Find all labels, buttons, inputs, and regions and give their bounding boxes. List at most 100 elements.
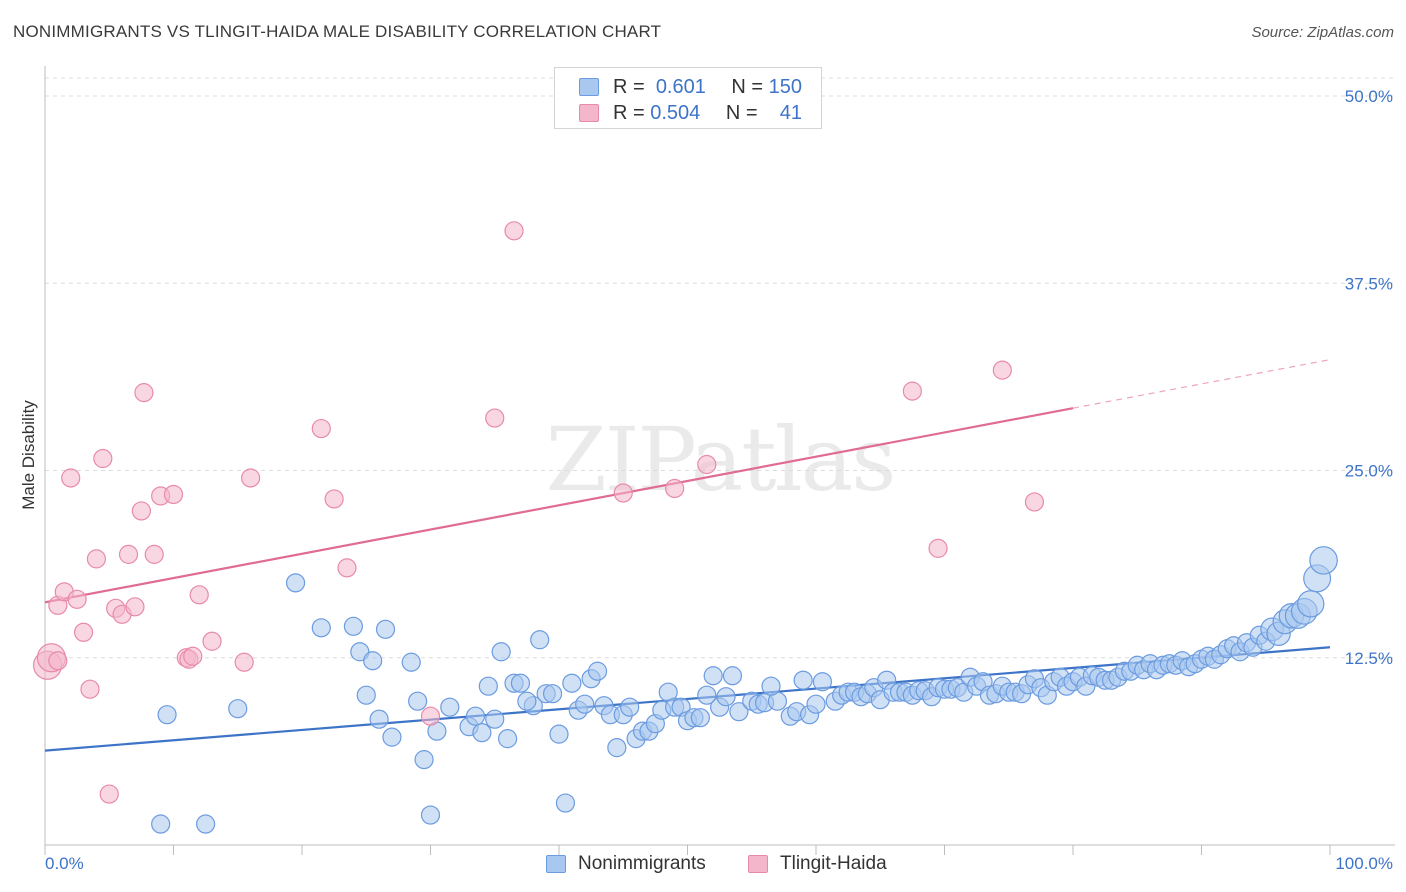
r-label: R = xyxy=(613,101,645,124)
tlingit-haida-point xyxy=(324,489,344,509)
nonimmigrants-point xyxy=(761,676,781,696)
nonimmigrants-point xyxy=(530,630,550,650)
nonimmigrants-point xyxy=(575,694,595,714)
blue-swatch xyxy=(579,78,599,96)
nonimmigrants-point xyxy=(356,685,376,705)
tlingit-haida-point xyxy=(61,468,81,488)
nonimmigrants-point xyxy=(401,652,421,672)
tlingit-haida-point xyxy=(202,631,222,651)
tlingit-haida-point xyxy=(144,544,164,564)
blue-swatch xyxy=(546,855,566,873)
legend-item-tlingit-haida: Tlingit-Haida xyxy=(748,851,887,877)
y-tick-label: 37.5% xyxy=(1345,274,1393,293)
nonimmigrants-point xyxy=(690,708,710,728)
pink-swatch xyxy=(748,855,768,873)
y-tick-label: 12.5% xyxy=(1345,649,1393,668)
tlingit-haida-point xyxy=(93,448,113,469)
x-tick-label: 100.0% xyxy=(1335,854,1393,873)
legend-label: Nonimmigrants xyxy=(578,853,706,874)
chart-title: NONIMMIGRANTS VS TLINGIT-HAIDA MALE DISA… xyxy=(13,22,662,41)
tlingit-haida-point xyxy=(420,706,441,726)
tick-labels: 12.5% 25.0% 37.5% 50.0% 0.0% 100.0% xyxy=(45,87,1393,873)
tlingit-haida-point xyxy=(485,408,505,428)
data-points xyxy=(32,221,1338,834)
r-value: 0.601 xyxy=(655,75,706,98)
nonimmigrants-point xyxy=(555,793,576,813)
nonimmigrants-point xyxy=(485,709,505,729)
watermark: ZIPatlas xyxy=(546,408,895,511)
tlingit-haida-point xyxy=(311,418,331,439)
x-tick-label: 0.0% xyxy=(45,854,84,873)
nonimmigrants-point xyxy=(285,573,306,593)
r-value: 0.504 xyxy=(650,101,701,124)
nonimmigrants-point xyxy=(510,673,531,693)
tlingit-haida-point xyxy=(337,558,357,578)
nonimmigrants-point xyxy=(703,666,723,686)
nonimmigrants-point xyxy=(157,705,177,725)
nonimmigrants-point xyxy=(369,709,389,729)
trend-line-0 xyxy=(44,646,1331,752)
axes xyxy=(44,66,1395,855)
nonimmigrants-point xyxy=(697,685,717,705)
legend-item-nonimmigrants: Nonimmigrants xyxy=(546,851,706,877)
tlingit-haida-point xyxy=(80,679,100,699)
tlingit-haida-point xyxy=(67,589,87,609)
tlingit-haida-point xyxy=(504,221,524,241)
nonimmigrants-point xyxy=(382,727,402,747)
nonimmigrants-point xyxy=(420,805,441,825)
y-tick-label: 50.0% xyxy=(1345,87,1393,106)
correlation-legend: R = 0.601 N = 150 R = 0.504 N = 41 xyxy=(554,67,822,129)
nonimmigrants-point xyxy=(363,651,383,671)
nonimmigrants-point xyxy=(151,814,171,834)
tlingit-haida-point xyxy=(928,538,948,558)
nonimmigrants-point xyxy=(375,619,396,639)
nonimmigrants-point xyxy=(517,691,537,711)
tlingit-haida-point xyxy=(992,360,1012,380)
nonimmigrants-point xyxy=(1297,590,1325,618)
n-value: 150 xyxy=(768,75,802,98)
nonimmigrants-point xyxy=(587,661,608,681)
tlingit-haida-point xyxy=(613,483,633,503)
nonimmigrants-point xyxy=(729,702,749,722)
nonimmigrants-point xyxy=(812,672,833,692)
nonimmigrants-point xyxy=(465,706,486,726)
tlingit-haida-point xyxy=(125,597,145,617)
nonimmigrants-point xyxy=(196,814,216,834)
tlingit-haida-point xyxy=(241,468,261,488)
y-tick-label: 25.0% xyxy=(1345,462,1393,481)
r-label: R = xyxy=(613,75,645,98)
nonimmigrants-point xyxy=(1309,546,1338,575)
tlingit-haida-point xyxy=(183,646,203,666)
nonimmigrants-point xyxy=(408,691,428,711)
legend-row-tlingit-haida: R = 0.504 N = 41 xyxy=(579,100,802,126)
nonimmigrants-point xyxy=(491,642,511,662)
tlingit-haida-point xyxy=(1024,492,1045,512)
pink-swatch xyxy=(579,104,599,122)
nonimmigrants-point xyxy=(440,697,460,717)
legend-label: Tlingit-Haida xyxy=(780,853,887,874)
tlingit-haida-point xyxy=(163,484,184,505)
tlingit-haida-point xyxy=(134,383,154,403)
y-axis-label: Male Disability xyxy=(19,400,38,510)
nonimmigrants-point xyxy=(549,724,569,744)
tlingit-haida-point xyxy=(234,652,254,672)
nonimmigrants-point xyxy=(793,670,813,690)
nonimmigrants-point xyxy=(542,684,563,704)
trend-lines xyxy=(44,359,1331,752)
source-label: Source: ZipAtlas.com xyxy=(1251,24,1394,41)
n-value: 41 xyxy=(779,101,802,124)
tlingit-haida-point xyxy=(902,381,922,401)
tlingit-haida-point xyxy=(665,478,685,499)
tlingit-haida-point xyxy=(86,549,107,569)
tlingit-haida-point xyxy=(189,585,209,605)
nonimmigrants-point xyxy=(228,699,248,719)
nonimmigrants-point xyxy=(562,673,582,693)
nonimmigrants-point xyxy=(478,676,498,696)
nonimmigrants-point xyxy=(311,618,331,638)
tlingit-haida-point xyxy=(73,622,94,642)
nonimmigrants-point xyxy=(722,666,743,686)
nonimmigrants-point xyxy=(806,694,826,714)
tlingit-haida-point xyxy=(99,784,119,804)
nonimmigrants-point xyxy=(620,697,640,717)
